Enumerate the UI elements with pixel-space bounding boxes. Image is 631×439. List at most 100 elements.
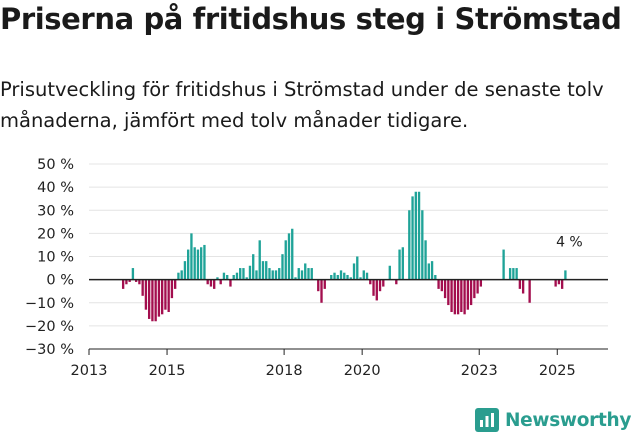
- bar: [453, 279, 457, 315]
- bar: [369, 279, 372, 285]
- bar: [437, 279, 440, 289]
- bar: [193, 247, 196, 280]
- bar: [411, 196, 414, 280]
- bar: [398, 249, 401, 280]
- bar: [196, 249, 200, 280]
- bar: [521, 279, 525, 294]
- bar: [157, 279, 161, 317]
- y-tick-label: −10 %: [25, 296, 74, 312]
- bar: [421, 210, 424, 280]
- y-tick-label: −20 %: [25, 319, 74, 335]
- bar: [170, 279, 174, 299]
- bar: [187, 249, 190, 280]
- bar: [414, 191, 417, 280]
- bar: [222, 272, 226, 280]
- bar: [456, 279, 460, 315]
- bar: [287, 233, 291, 280]
- bar: [242, 268, 245, 280]
- bar: [203, 244, 206, 280]
- bar: [265, 261, 268, 280]
- bar: [300, 270, 304, 280]
- bar: [206, 279, 209, 285]
- last-value-annotation: 4 %: [556, 234, 583, 250]
- bar: [209, 279, 213, 287]
- bar: [138, 279, 141, 285]
- bar: [349, 277, 352, 280]
- bar: [450, 279, 453, 313]
- bar: [128, 279, 131, 282]
- bar: [226, 275, 229, 280]
- bar: [430, 261, 434, 280]
- bar: [352, 263, 356, 280]
- bar: [479, 279, 483, 287]
- bar: [447, 279, 450, 306]
- bar: [528, 279, 531, 303]
- bar: [297, 268, 300, 280]
- bar: [294, 277, 297, 280]
- x-tick-label: 2015: [149, 363, 186, 379]
- bar: [248, 265, 252, 280]
- bar: [252, 254, 255, 280]
- bar: [375, 279, 378, 301]
- chart-subtitle: Prisutveckling för fritidshus i Strömsta…: [0, 78, 604, 132]
- bar: [557, 279, 561, 285]
- bar: [291, 228, 294, 280]
- bar: [508, 268, 512, 280]
- bar: [443, 279, 447, 299]
- bar: [343, 272, 346, 280]
- bar: [174, 279, 177, 289]
- bar: [515, 268, 518, 280]
- bar: [359, 277, 362, 280]
- bar: [134, 279, 138, 282]
- bar: [466, 279, 470, 310]
- bar: [434, 275, 437, 280]
- bar: [362, 270, 365, 280]
- brand-name: Newsworthy: [505, 409, 631, 431]
- bar: [190, 233, 193, 280]
- bar: [216, 277, 219, 280]
- bar: [388, 265, 391, 280]
- bar: [255, 270, 258, 280]
- bar: [125, 279, 128, 285]
- newsworthy-logo[interactable]: Newsworthy: [475, 408, 631, 432]
- bar: [219, 279, 222, 285]
- bar: [268, 268, 271, 280]
- bar: [261, 261, 265, 280]
- bar: [164, 279, 167, 310]
- bar: [564, 270, 567, 280]
- y-axis-labels: 50 % 40 % 30 % 20 % 10 % 0 % −10 % −20 % −30 %: [25, 157, 74, 358]
- y-tick-label: 30 %: [37, 203, 74, 219]
- bar-chart: 50 % 40 % 30 % 20 % 10 % 0 % −10 % −20 % −30 % 2…: [25, 157, 608, 379]
- bar: [372, 279, 375, 296]
- bar: [408, 210, 411, 280]
- bar: [121, 279, 125, 289]
- bar: [131, 268, 135, 280]
- bar: [213, 279, 216, 289]
- bar: [378, 279, 382, 292]
- bar: [333, 272, 336, 280]
- y-tick-label: 40 %: [37, 180, 74, 196]
- bar: [460, 279, 463, 313]
- bar: [502, 249, 505, 280]
- bar: [320, 279, 323, 303]
- bar: [356, 256, 359, 280]
- bar: [401, 247, 404, 280]
- bar: [365, 272, 369, 280]
- bar: [310, 268, 313, 280]
- bar: [554, 279, 557, 287]
- bar: [336, 275, 339, 280]
- bar: [154, 279, 157, 322]
- y-tick-label: 20 %: [37, 226, 74, 242]
- bar: [147, 279, 151, 319]
- bars: [121, 191, 567, 322]
- bar: [304, 263, 307, 280]
- bar: [258, 240, 261, 280]
- bar: [167, 279, 170, 313]
- bar: [161, 279, 164, 315]
- bar: [281, 254, 284, 280]
- x-tick-label: 2025: [539, 363, 576, 379]
- bar: [473, 279, 476, 299]
- bar: [183, 261, 187, 280]
- bar: [518, 279, 522, 289]
- newsworthy-logo-icon: [475, 408, 499, 432]
